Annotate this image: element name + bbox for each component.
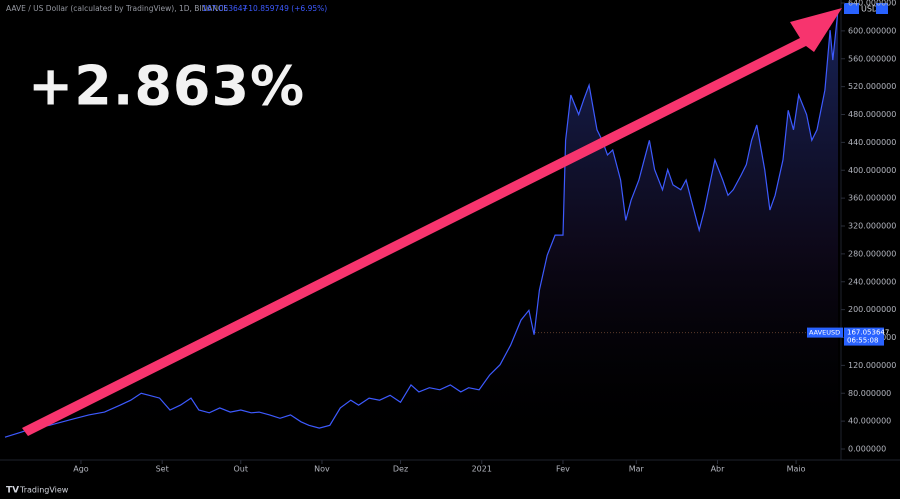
- countdown: 06:55:08: [847, 337, 878, 345]
- y-tick-label: 400.000000: [848, 166, 896, 175]
- y-tick-label: 520.000000: [848, 82, 896, 91]
- currency: USD: [861, 5, 878, 14]
- x-tick-label: Ago: [73, 465, 89, 474]
- x-tick-label: 2021: [472, 465, 492, 474]
- x-tick-label: Fev: [556, 465, 570, 474]
- y-tick-label: 280.000000: [848, 249, 896, 258]
- x-tick-label: Maio: [787, 465, 806, 474]
- price-badge: [807, 327, 843, 338]
- x-tick-label: Set: [156, 465, 169, 474]
- badge: [876, 3, 888, 14]
- area: [5, 10, 838, 449]
- footer-logo: TradingView: [19, 486, 69, 495]
- plot: [4, 9, 841, 449]
- logo-icon: 𝗧𝗩: [6, 486, 19, 496]
- header-title: AAVE / US Dollar (calculated by TradingV…: [6, 4, 228, 13]
- x-tick-label: Nov: [314, 465, 330, 474]
- y-tick-label: 80.000000: [848, 389, 891, 398]
- y-tick-label: 320.000000: [848, 222, 896, 231]
- y-tick-label: 240.000000: [848, 277, 896, 286]
- y-tick-label: 120.000000: [848, 361, 896, 370]
- price-badge: [844, 327, 884, 346]
- y-tick-label: 40.000000: [848, 417, 891, 426]
- y-tick-label: 640.000000: [848, 0, 896, 8]
- series-name: AAVEUSD: [809, 329, 840, 337]
- y-tick-label: 360.000000: [848, 194, 896, 203]
- y-tick-label: 480.000000: [848, 110, 896, 119]
- annotation: +2.863%: [28, 55, 305, 118]
- x-tick-label: Dez: [393, 465, 408, 474]
- header-price: 167.053647: [202, 4, 248, 13]
- y-tick-label: 200.000000: [848, 305, 896, 314]
- y-tick-label: 440.000000: [848, 138, 896, 147]
- y-tick-label: 0.000000: [848, 445, 886, 454]
- y-tick-label: 560.000000: [848, 54, 896, 63]
- badge: [844, 3, 859, 14]
- arrow: [22, 8, 842, 436]
- x-tick-label: Mar: [629, 465, 645, 474]
- last-price-label: 167.053647: [847, 329, 889, 337]
- y-tick-label: 600.000000: [848, 26, 896, 35]
- x-tick-label: Out: [233, 465, 248, 474]
- line: [4, 9, 839, 438]
- x-tick-label: Abr: [711, 465, 726, 474]
- header-change: +10.859749 (+6.95%): [242, 4, 327, 13]
